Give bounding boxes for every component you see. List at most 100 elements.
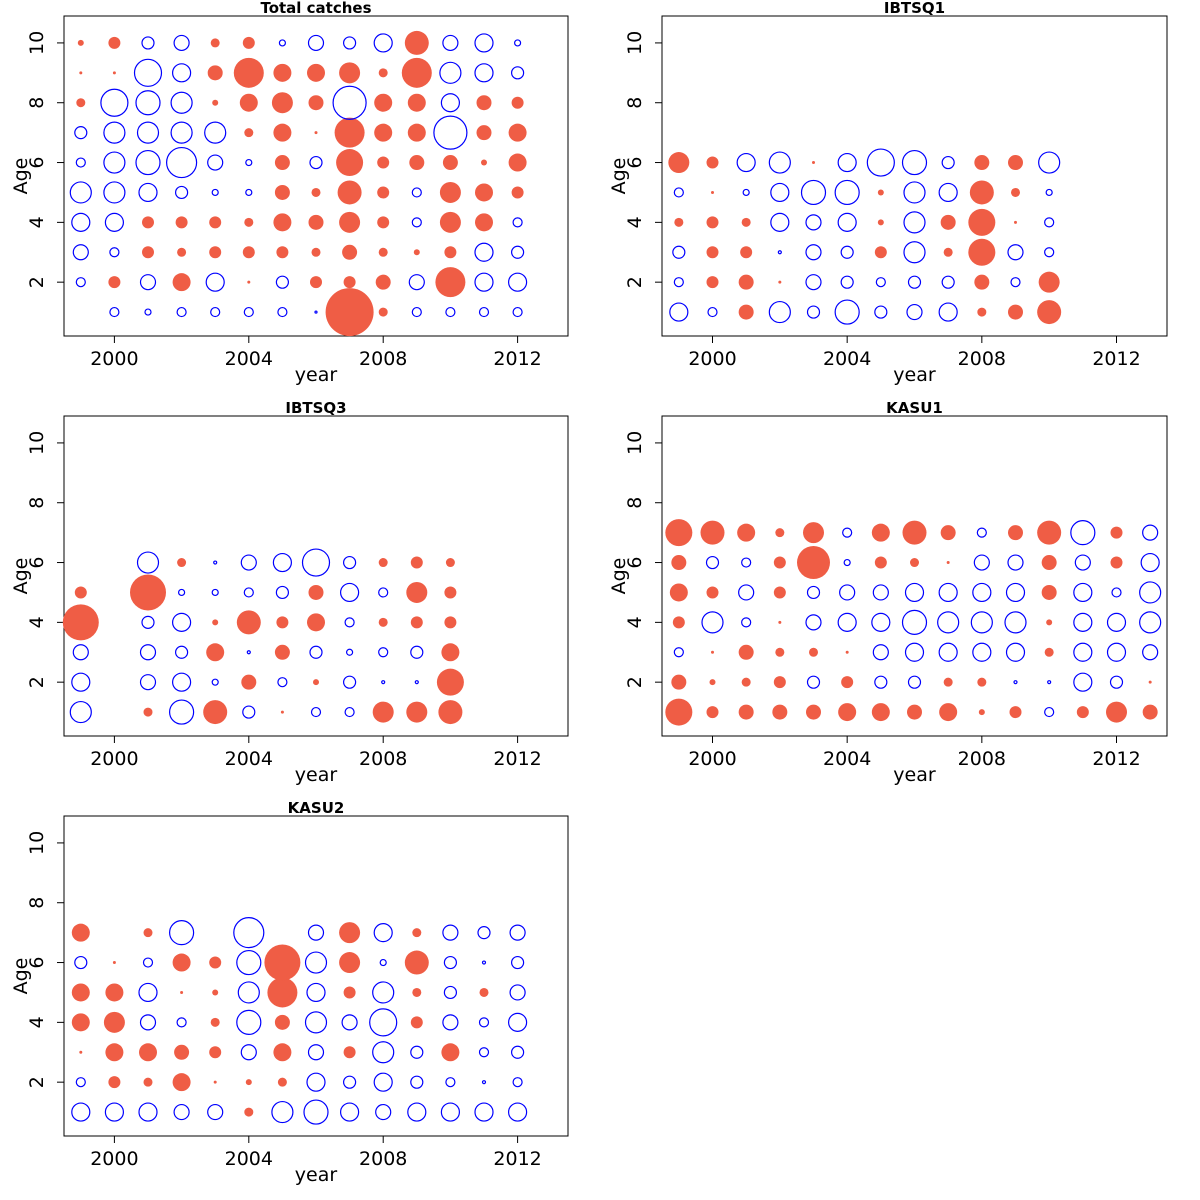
bubble-positive — [404, 30, 429, 55]
x-tick-label: 2000 — [90, 348, 138, 370]
bubble-positive — [439, 211, 461, 233]
bubble-positive — [672, 616, 685, 629]
bubble-negative — [172, 672, 192, 692]
bubble-negative — [303, 1099, 329, 1125]
bubble-negative — [142, 957, 154, 968]
bubble-negative — [837, 612, 857, 632]
bubble-negative — [1005, 582, 1026, 603]
bubble-negative — [937, 611, 960, 634]
bubble-negative — [372, 981, 395, 1004]
bubble-positive — [339, 952, 361, 974]
bubble-positive — [378, 68, 388, 78]
bubble-negative — [211, 188, 219, 197]
bubble-positive — [378, 558, 388, 568]
bubble-positive — [139, 1043, 157, 1062]
bubble-positive — [74, 586, 87, 599]
plot-frame — [63, 415, 569, 737]
bubble-negative — [669, 302, 689, 322]
bubble-positive — [342, 244, 358, 260]
bubble-negative — [474, 63, 494, 83]
bubble-positive — [325, 288, 374, 337]
bubble-negative — [474, 1102, 494, 1122]
bubble-negative — [866, 148, 895, 177]
bubble-positive — [1014, 220, 1017, 224]
x-tick-label: 2012 — [493, 348, 541, 370]
bubble-negative — [872, 584, 889, 601]
bubble-positive — [375, 274, 391, 290]
bubble-negative — [343, 1075, 357, 1089]
bubble-negative — [736, 152, 756, 173]
bubble-negative — [243, 587, 254, 598]
bubble-positive — [1008, 525, 1023, 541]
bubble-positive — [671, 674, 687, 690]
bubble-negative — [378, 587, 389, 598]
bubble-negative — [307, 924, 325, 941]
bubble-negative — [205, 272, 225, 292]
bubble-positive — [943, 247, 953, 257]
bubble-negative — [372, 1041, 395, 1064]
bubble-negative — [243, 306, 254, 318]
bubble-positive — [180, 990, 184, 994]
bubble-negative — [445, 306, 456, 318]
bubble-negative — [507, 1012, 528, 1032]
y-tick-label: 10 — [26, 431, 48, 455]
bubble-positive — [968, 208, 996, 236]
bubble-negative — [1073, 672, 1093, 692]
bubble-positive — [444, 586, 457, 599]
bubble-positive — [741, 217, 751, 227]
bubble-negative — [440, 1102, 460, 1122]
bubble-positive — [334, 117, 365, 148]
bubble-negative — [109, 306, 120, 318]
bubble-positive — [244, 217, 254, 227]
bubble-negative — [478, 1017, 490, 1028]
bubble-negative — [237, 981, 260, 1004]
x-tick-label: 2008 — [359, 348, 407, 370]
bubble-positive — [475, 213, 493, 232]
bubble-negative — [1139, 581, 1162, 604]
bubble-negative — [373, 923, 393, 943]
bubble-negative — [672, 245, 686, 259]
bubble-positive — [809, 647, 818, 657]
y-tick-label: 8 — [26, 497, 48, 509]
bubble-negative — [72, 644, 89, 661]
bubble-negative — [707, 306, 718, 318]
y-axis-label: Age — [10, 958, 32, 995]
bubble-positive — [669, 583, 688, 602]
y-tick-label: 10 — [624, 31, 646, 55]
bubble-positive — [337, 180, 362, 205]
bubble-positive — [172, 1073, 191, 1092]
bubble-positive — [377, 156, 390, 169]
bubble-negative — [512, 1077, 523, 1088]
bubble-negative — [139, 274, 157, 291]
x-tick-label: 2004 — [823, 748, 871, 770]
bubble-negative — [478, 306, 490, 318]
bubble-positive — [812, 161, 815, 165]
bubble-negative — [381, 680, 386, 685]
y-tick-label: 10 — [26, 31, 48, 55]
bubble-positive — [175, 216, 188, 229]
bubble-negative — [178, 588, 186, 597]
bubble-positive — [877, 189, 884, 196]
bubble-positive — [407, 93, 426, 112]
x-tick-label: 2012 — [493, 1148, 541, 1170]
bubble-negative — [104, 1102, 125, 1122]
bubble-negative — [369, 1008, 398, 1037]
y-tick-label: 4 — [26, 616, 48, 628]
bubble-positive — [310, 276, 322, 289]
bubble-positive — [108, 276, 121, 289]
y-tick-label: 8 — [624, 97, 646, 109]
bubble-negative — [834, 179, 860, 206]
bubble-positive — [841, 676, 854, 689]
bubble-positive — [241, 674, 257, 690]
bubble-negative — [275, 585, 289, 600]
bubble-negative — [903, 241, 926, 264]
bubble-negative — [806, 305, 821, 319]
bubble-negative — [840, 245, 854, 259]
bubble-negative — [874, 675, 888, 689]
bubble-negative — [246, 650, 251, 655]
bubble-positive — [242, 36, 255, 49]
bubble-positive — [343, 276, 356, 289]
x-tick-label: 2004 — [225, 1148, 273, 1170]
bubble-negative — [874, 305, 888, 319]
bubble-negative — [172, 63, 192, 83]
